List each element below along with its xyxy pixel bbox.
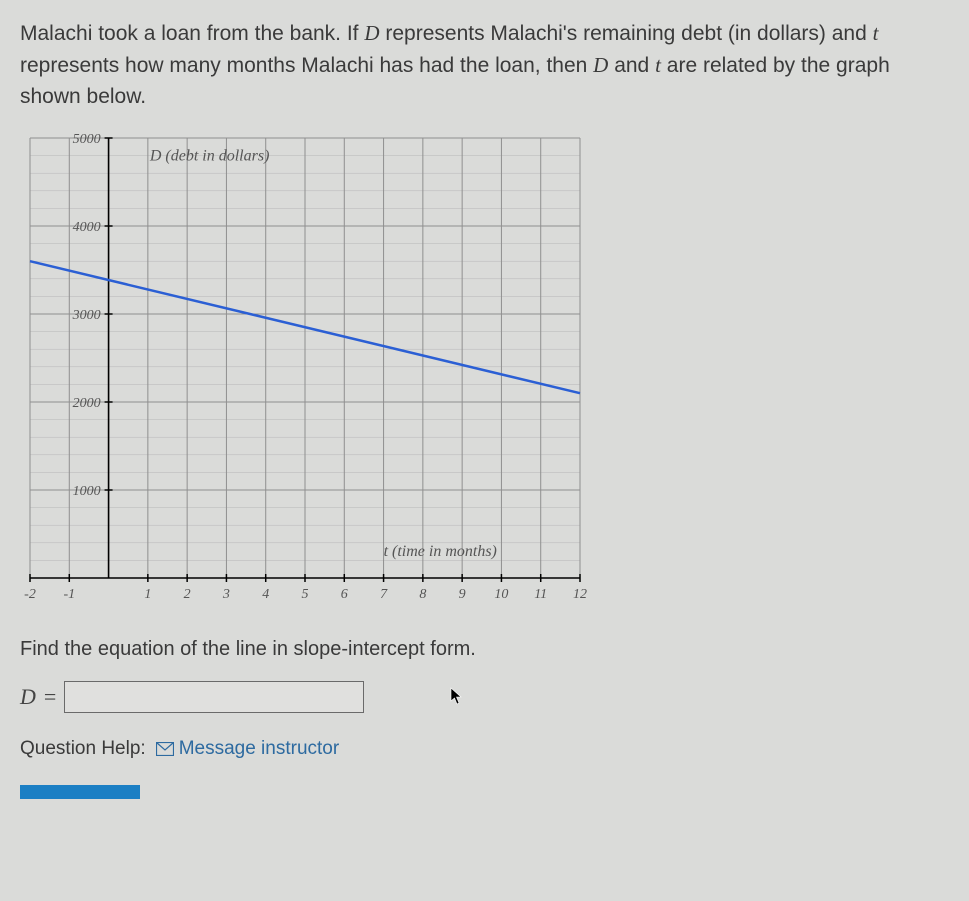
problem-seg4: and — [614, 54, 649, 77]
svg-text:t (time in months): t (time in months) — [384, 543, 497, 560]
svg-text:-1: -1 — [63, 587, 75, 602]
problem-statement: Malachi took a loan from the bank. If D … — [20, 18, 949, 113]
svg-text:9: 9 — [459, 587, 466, 602]
svg-text:5000: 5000 — [73, 132, 101, 147]
message-instructor-link[interactable]: Message instructor — [156, 738, 340, 760]
instruction-text: Find the equation of the line in slope-i… — [20, 638, 949, 661]
svg-text:11: 11 — [534, 587, 547, 602]
svg-text:6: 6 — [341, 587, 348, 602]
var-t-1: t — [873, 21, 879, 45]
svg-text:3000: 3000 — [72, 308, 101, 323]
svg-text:7: 7 — [380, 587, 388, 602]
svg-text:1000: 1000 — [73, 484, 101, 499]
problem-seg3: represents how many months Malachi has h… — [20, 54, 587, 77]
var-t-2: t — [655, 53, 661, 77]
answer-input[interactable] — [64, 681, 364, 713]
chart-svg: 10002000300040005000-2-1123456789101112D… — [20, 128, 600, 618]
equals-sign: = — [44, 684, 56, 710]
help-link-text: Message instructor — [179, 738, 340, 760]
problem-seg2: represents Malachi's remaining debt (in … — [385, 22, 866, 45]
svg-text:4000: 4000 — [73, 220, 101, 235]
svg-text:12: 12 — [573, 587, 587, 602]
var-D-1: D — [364, 21, 379, 45]
svg-text:-2: -2 — [24, 587, 36, 602]
svg-text:1: 1 — [144, 587, 151, 602]
svg-text:2000: 2000 — [73, 396, 101, 411]
answer-row: D = — [20, 681, 949, 713]
debt-chart: 10002000300040005000-2-1123456789101112D… — [20, 128, 600, 618]
svg-text:8: 8 — [419, 587, 426, 602]
svg-text:5: 5 — [302, 587, 309, 602]
svg-text:D (debt in dollars): D (debt in dollars) — [149, 147, 270, 164]
var-D-2: D — [593, 53, 608, 77]
problem-seg1: Malachi took a loan from the bank. If — [20, 22, 359, 45]
svg-text:3: 3 — [222, 587, 230, 602]
submit-button[interactable] — [20, 785, 140, 799]
answer-var: D — [20, 684, 36, 710]
svg-text:4: 4 — [262, 587, 269, 602]
mouse-cursor-icon — [450, 687, 464, 705]
mail-icon — [156, 742, 174, 756]
svg-text:10: 10 — [494, 587, 508, 602]
help-label: Question Help: — [20, 738, 146, 760]
svg-text:2: 2 — [184, 587, 191, 602]
question-help: Question Help: Message instructor — [20, 738, 949, 760]
